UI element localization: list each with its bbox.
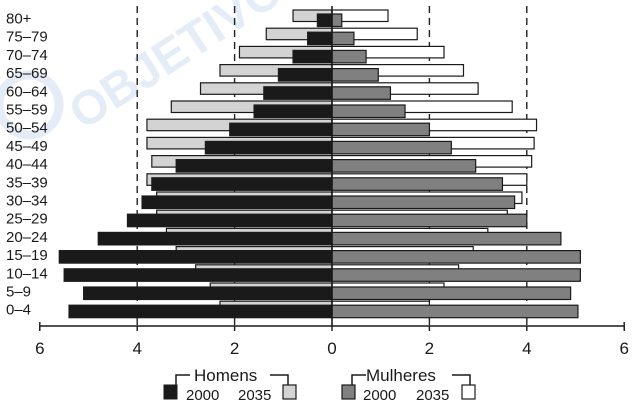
age-label-5: 55–59 — [6, 102, 48, 119]
age-label-12: 20–24 — [6, 229, 48, 246]
legend-men-bracket-right — [270, 374, 289, 389]
age-label-14: 10–14 — [6, 265, 48, 282]
legend-men-title: Homens — [194, 366, 257, 385]
bar-women-2000-4 — [331, 86, 392, 100]
age-label-6: 50–54 — [6, 120, 48, 137]
bar-women-2000-6 — [331, 122, 431, 137]
age-label-13: 15–19 — [6, 247, 48, 264]
legend-label-men-2000: 2000 — [186, 387, 219, 402]
x-tick-label-3: 0 — [327, 339, 336, 358]
x-tick-label-5: 4 — [522, 339, 531, 358]
legend-swatch-men-2000 — [163, 384, 178, 400]
bar-men-2000-3 — [277, 67, 333, 82]
age-label-4: 60–64 — [6, 83, 48, 100]
bar-women-2000-16 — [331, 304, 579, 319]
legend-label-women-2000: 2000 — [363, 387, 396, 402]
bar-women-2000-5 — [331, 104, 406, 119]
watermark-ring — [0, 70, 64, 140]
age-label-0: 80+ — [6, 11, 32, 28]
bar-women-2000-0 — [331, 13, 343, 28]
bar-men-2000-13 — [58, 250, 333, 264]
bar-men-2000-4 — [263, 86, 333, 100]
bar-women-2000-2 — [331, 49, 367, 64]
x-tick-label-6: 6 — [619, 339, 628, 358]
bar-men-2000-8 — [175, 159, 333, 173]
bar-women-2000-15 — [331, 286, 572, 301]
age-label-2: 70–74 — [6, 47, 48, 64]
bar-men-2000-5 — [253, 104, 333, 119]
bar-women-2000-3 — [331, 67, 379, 82]
bar-women-2000-9 — [331, 177, 504, 191]
bar-men-2000-10 — [141, 195, 333, 210]
bar-women-2000-10 — [331, 195, 516, 210]
bar-men-2000-15 — [83, 286, 333, 301]
legend-women-bracket-right — [452, 374, 471, 389]
legend-swatch-men-2035 — [282, 384, 297, 400]
legend-label-men-2035: 2035 — [238, 387, 271, 402]
x-tick-label-0: 6 — [35, 339, 44, 358]
bar-men-2000-11 — [126, 213, 333, 228]
bar-women-2000-1 — [331, 31, 355, 46]
bar-women-2000-7 — [331, 140, 452, 155]
age-label-1: 75–79 — [6, 29, 48, 46]
bar-men-2000-1 — [307, 31, 333, 46]
age-label-10: 30–34 — [6, 193, 48, 210]
age-label-9: 35–39 — [6, 174, 48, 191]
age-label-3: 65–69 — [6, 65, 48, 82]
bar-women-2000-13 — [331, 250, 581, 264]
bars-layer — [58, 9, 581, 319]
legend-label-women-2035: 2035 — [416, 387, 449, 402]
age-label-15: 5–9 — [6, 284, 31, 301]
bar-women-2000-14 — [331, 268, 581, 282]
age-label-16: 0–4 — [6, 302, 31, 319]
legend: Homens 2000 2035 Mulheres 2000 2035 — [163, 366, 476, 402]
bar-men-2000-7 — [204, 140, 333, 155]
x-tick-label-2: 2 — [230, 339, 239, 358]
age-label-8: 40–44 — [6, 156, 48, 173]
bar-men-2000-2 — [292, 49, 333, 64]
axis-layer: 6 4 2 0 2 4 6 — [35, 6, 629, 358]
bar-men-2000-6 — [229, 122, 333, 137]
age-label-11: 25–29 — [6, 211, 48, 228]
x-tick-label-1: 4 — [132, 339, 141, 358]
bar-men-2000-12 — [97, 231, 333, 246]
legend-swatch-women-2035 — [461, 384, 476, 400]
bar-men-2000-14 — [63, 268, 333, 282]
age-label-7: 45–49 — [6, 138, 48, 155]
bar-women-2000-11 — [331, 213, 528, 228]
legend-women-title: Mulheres — [366, 366, 436, 385]
legend-women-bracket-left — [351, 374, 366, 389]
bar-men-2000-0 — [316, 13, 333, 28]
bar-men-2000-16 — [68, 304, 333, 319]
bar-women-2000-12 — [331, 231, 562, 246]
bar-men-2000-9 — [151, 177, 333, 191]
legend-men-bracket-left — [175, 374, 190, 389]
legend-swatch-women-2000 — [341, 384, 356, 400]
bar-women-2000-8 — [331, 159, 477, 173]
x-tick-label-4: 2 — [425, 339, 434, 358]
